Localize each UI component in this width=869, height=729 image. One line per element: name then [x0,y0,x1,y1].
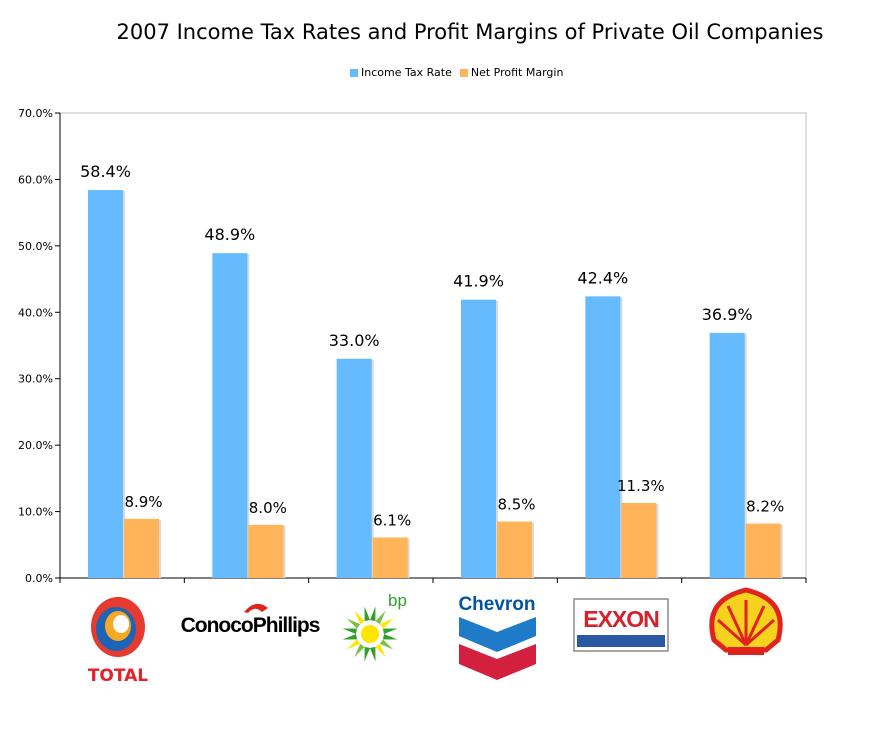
bp-ray [346,639,361,650]
bar-net-profit-3 [497,521,532,578]
bp-ray [375,610,386,625]
legend-swatch-net-profit [459,68,468,77]
bar-net-profit-0 [124,518,159,578]
bp-ray [354,610,365,625]
bp-ray [342,628,358,634]
data-label-net-profit-5: 8.2% [746,498,784,516]
data-label-net-profit-1: 8.0% [249,499,287,517]
legend-swatch-income-tax [350,68,358,77]
bp-ray [370,646,376,662]
data-label-net-profit-2: 6.1% [373,511,411,529]
legend-label-income-tax: Income Tax Rate [361,66,452,79]
bar-income-tax-5 [709,332,745,578]
chart-legend: Income Tax Rate Net Profit Margin [350,66,563,79]
bar-income-tax-1 [212,253,248,578]
bp-ray [370,606,376,622]
data-label-income-tax-0: 58.4% [80,162,131,181]
bp-ray [379,639,394,650]
y-tick-label: 30.0% [18,373,53,386]
chart-title: 2007 Income Tax Rates and Profit Margins… [116,20,824,44]
chevron-logo-text: Chevron [458,594,535,615]
bp-logo-text: bp [388,591,407,610]
legend-item-income-tax: Income Tax Rate [350,66,452,79]
conocophillips-logo-icon: ConocoPhillips [181,603,321,637]
bp-ray [364,646,370,662]
data-label-net-profit-4: 11.3% [617,477,665,495]
bp-ray [382,628,398,634]
bp-helios-logo-icon: bp [342,591,407,662]
plot-frame [59,112,807,579]
bp-ray [375,643,386,658]
total-logo-text: TOTAL [88,666,148,686]
y-tick-label: 70.0% [18,107,53,120]
exxon-logo-text: EXXON [583,606,659,632]
bar-net-profit-1 [248,524,284,578]
data-label-income-tax-2: 33.0% [329,331,380,350]
plot-area: 0.0% 10.0% 20.0% 30.0% 40.0% 50.0% 60.0% 70.0% 5… [18,107,807,585]
data-label-net-profit-0: 8.9% [124,493,162,511]
y-tick-label: 0.0% [25,572,53,585]
data-label-income-tax-1: 48.9% [204,225,255,244]
y-tick-label: 60.0% [18,173,53,186]
bar-net-profit-4 [621,502,657,578]
y-tick-label: 20.0% [18,439,53,452]
conocophillips-logo-text: ConocoPhillips [181,614,320,637]
data-label-income-tax-3: 41.9% [453,272,504,291]
bp-ray [364,606,370,622]
data-label-income-tax-5: 36.9% [702,305,753,324]
bar-income-tax-2 [336,358,372,578]
bp-ray [382,634,398,640]
bp-ray [342,634,358,640]
bp-ray [379,618,394,629]
legend-label-net-profit: Net Profit Margin [470,66,564,79]
exxon-logo-icon: EXXON [573,598,669,652]
y-tick-label: 10.0% [18,506,53,519]
legend-item-net-profit: Net Profit Margin [459,66,564,79]
bar-net-profit-2 [372,537,408,578]
bar-net-profit-5 [745,523,781,578]
bar-income-tax-4 [585,296,621,578]
y-tick-label: 40.0% [18,306,53,319]
bp-ray [354,643,365,658]
shell-logo-icon [709,587,783,655]
data-label-net-profit-3: 8.5% [497,496,535,514]
bar-income-tax-3 [461,299,496,578]
chevron-logo-icon: Chevron [458,594,536,680]
y-tick-label: 50.0% [18,240,53,253]
bp-ray [346,618,361,629]
total-logo-icon: TOTAL [88,597,148,686]
bar-income-tax-0 [88,190,123,579]
data-label-income-tax-4: 42.4% [577,268,628,287]
